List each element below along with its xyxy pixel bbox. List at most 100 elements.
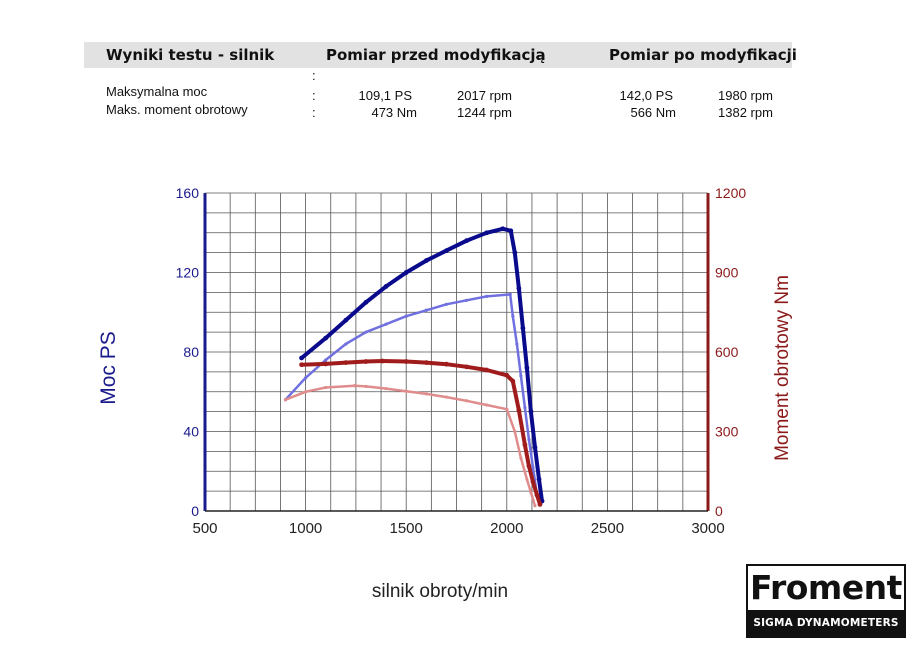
data-point-torque_before — [384, 386, 388, 391]
series-line-torque_after — [299, 359, 542, 507]
logo-name: Froment — [750, 568, 902, 607]
data-point-power_before — [444, 302, 449, 306]
data-point-power_after — [516, 286, 522, 291]
data-point-power_after — [512, 250, 518, 256]
data-point-torque_before — [404, 389, 408, 393]
data-point-torque_after — [423, 360, 429, 365]
series-line-power_after — [299, 226, 544, 504]
data-point-torque_before — [353, 384, 357, 388]
data-point-power_after — [532, 445, 538, 450]
data-point-power_before — [511, 314, 515, 318]
data-point-torque_before — [529, 490, 533, 495]
data-point-power_before — [515, 342, 519, 346]
after-max-torque: 566 Nm — [630, 105, 676, 120]
data-point-torque_after — [510, 378, 516, 384]
after-max-power-rpm: 1980 rpm — [718, 88, 773, 103]
data-point-power_before — [527, 437, 531, 442]
data-point-torque_before — [533, 504, 537, 508]
data-point-power_before — [519, 374, 523, 378]
header-before: Pomiar przed modyfikacją — [326, 46, 546, 64]
data-point-power_before — [464, 298, 469, 302]
separator-colon: : — [312, 105, 316, 120]
logo-tagline: SIGMA DYNAMOMETERS — [753, 617, 899, 629]
x-tick-label: 2500 — [591, 520, 624, 537]
data-point-power_before — [304, 376, 308, 380]
data-point-power_after — [524, 365, 530, 371]
data-point-torque_before — [444, 395, 449, 399]
data-point-power_after — [528, 409, 534, 415]
x-tick-label: 1000 — [289, 520, 322, 537]
data-point-power_before — [384, 322, 388, 326]
data-point-power_after — [403, 270, 409, 275]
y-axis-title: Moc PS — [97, 331, 120, 405]
data-point-torque_after — [299, 362, 304, 368]
before-max-power: 109,1 PS — [358, 88, 413, 103]
data-point-torque_after — [522, 442, 528, 448]
x-axis-title: silnik obroty/min — [372, 581, 508, 602]
data-point-torque_before — [485, 403, 489, 407]
separator-colon: : — [312, 68, 316, 83]
before-max-power-rpm: 2017 rpm — [457, 88, 512, 103]
data-point-torque_before — [464, 399, 469, 403]
x-tick-label: 500 — [192, 520, 217, 537]
data-point-torque_after — [464, 364, 469, 370]
data-point-torque_before — [283, 398, 288, 402]
data-point-power_after — [484, 230, 490, 236]
data-point-power_before — [344, 342, 348, 346]
froment-logo: Froment SIGMA DYNAMOMETERS — [746, 564, 906, 638]
data-point-torque_before — [364, 384, 368, 389]
x-tick-label: 1500 — [390, 520, 423, 537]
data-point-power_after — [536, 476, 542, 482]
data-point-torque_before — [424, 392, 428, 396]
data-point-torque_after — [534, 492, 540, 498]
data-point-torque_after — [380, 358, 385, 364]
data-point-power_before — [364, 330, 368, 334]
data-point-torque_after — [526, 463, 532, 469]
data-point-power_before — [424, 308, 428, 312]
data-point-power_after — [299, 355, 304, 361]
data-point-power_after — [444, 248, 449, 254]
data-point-torque_after — [530, 479, 536, 485]
data-point-torque_after — [363, 359, 369, 364]
data-point-power_before — [508, 292, 512, 296]
data-point-power_after — [508, 228, 514, 234]
data-point-torque_after — [537, 501, 543, 507]
row-label-max-power: Maksymalna moc — [106, 84, 208, 99]
data-point-torque_before — [519, 456, 523, 460]
y2-tick-label: 900 — [715, 265, 739, 281]
header-title: Wyniki testu - silnik — [106, 46, 275, 64]
y2-tick-label: 600 — [715, 344, 739, 360]
data-point-power_before — [404, 314, 408, 318]
data-point-power_after — [323, 335, 329, 341]
data-point-power_after — [383, 284, 389, 289]
before-max-torque-rpm: 1244 rpm — [457, 105, 512, 120]
x-tick-label: 3000 — [691, 520, 724, 537]
data-point-power_before — [485, 294, 489, 298]
data-point-torque_before — [505, 407, 509, 411]
data-point-torque_after — [516, 407, 522, 413]
y-tick-label: 40 — [183, 424, 199, 440]
y-tick-label: 80 — [183, 344, 199, 360]
data-point-torque_after — [403, 359, 409, 364]
data-point-torque_after — [444, 361, 449, 367]
data-point-torque_before — [525, 477, 529, 481]
y2-tick-label: 300 — [715, 424, 739, 440]
y-tick-label: 160 — [176, 185, 200, 201]
data-point-torque_after — [504, 372, 510, 378]
logo-bar: SIGMA DYNAMOMETERS — [748, 610, 904, 636]
data-point-torque_after — [323, 361, 329, 367]
data-point-power_before — [324, 358, 328, 362]
results-header: Wyniki testu - silnik Pomiar przed modyf… — [84, 42, 797, 68]
data-point-torque_before — [304, 390, 308, 394]
row-label-max-torque: Maks. moment obrotowy — [106, 102, 248, 117]
data-point-torque_before — [513, 429, 517, 434]
y2-axis-title: Moment obrotowy Nm — [772, 275, 793, 461]
after-max-power: 142,0 PS — [619, 88, 674, 103]
header-after: Pomiar po modyfikacji — [609, 46, 797, 64]
data-point-power_after — [343, 317, 349, 323]
y-tick-label: 120 — [176, 265, 200, 281]
data-point-torque_after — [343, 360, 349, 365]
before-max-torque: 473 Nm — [371, 105, 417, 120]
data-point-power_after — [423, 258, 429, 263]
